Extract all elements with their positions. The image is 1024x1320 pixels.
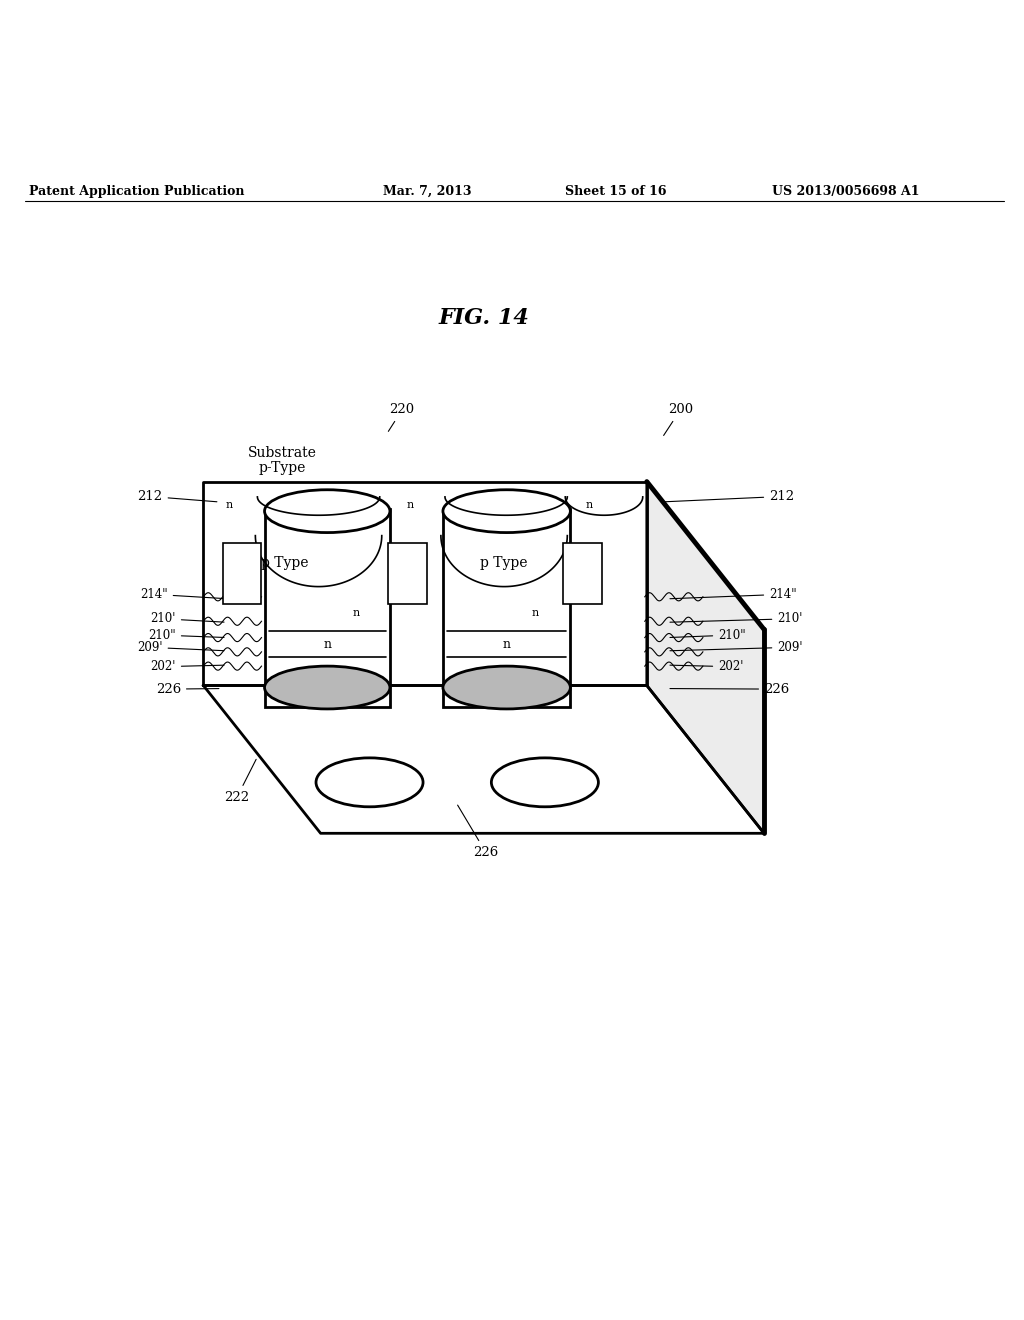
Text: US 2013/0056698 A1: US 2013/0056698 A1: [772, 185, 920, 198]
Text: n: n: [352, 609, 359, 618]
Bar: [563, 543, 602, 605]
Ellipse shape: [264, 667, 390, 709]
Text: FIG. 14: FIG. 14: [438, 308, 529, 330]
Text: 222: 222: [224, 759, 256, 804]
Bar: [443, 510, 570, 708]
Text: 210': 210': [670, 612, 803, 626]
Bar: [223, 543, 261, 605]
Polygon shape: [647, 482, 764, 833]
Text: n: n: [225, 500, 232, 510]
Polygon shape: [204, 685, 764, 833]
Text: Patent Application Publication: Patent Application Publication: [30, 185, 245, 198]
Text: 226: 226: [670, 682, 790, 696]
Text: 202': 202': [670, 660, 743, 673]
Text: 209': 209': [670, 640, 803, 653]
Text: Substrate: Substrate: [248, 446, 316, 461]
Text: p Type: p Type: [480, 556, 527, 570]
Text: Sheet 15 of 16: Sheet 15 of 16: [565, 185, 667, 198]
Ellipse shape: [316, 758, 423, 807]
Text: 210": 210": [670, 628, 745, 642]
Text: 200: 200: [664, 404, 693, 436]
Text: 210": 210": [148, 628, 224, 642]
Text: 214": 214": [140, 587, 226, 601]
Text: n: n: [407, 500, 414, 510]
Text: n: n: [324, 638, 331, 651]
Ellipse shape: [264, 490, 390, 532]
Text: 220: 220: [388, 404, 415, 432]
Text: n: n: [503, 638, 511, 651]
Polygon shape: [204, 482, 647, 685]
Text: 209': 209': [137, 640, 224, 653]
Text: Mar. 7, 2013: Mar. 7, 2013: [383, 185, 472, 198]
Text: n: n: [531, 609, 539, 618]
Text: 212: 212: [137, 490, 217, 503]
Ellipse shape: [443, 490, 570, 532]
Bar: [264, 510, 390, 708]
Text: 226: 226: [458, 805, 499, 859]
Text: 210': 210': [151, 612, 224, 626]
Text: 212: 212: [663, 490, 795, 503]
Text: 226: 226: [156, 682, 219, 696]
Text: n: n: [585, 500, 592, 510]
Ellipse shape: [443, 667, 570, 709]
Text: p Type: p Type: [261, 556, 308, 570]
Ellipse shape: [492, 758, 598, 807]
Text: 202': 202': [151, 660, 224, 673]
Text: p-Type: p-Type: [258, 462, 305, 475]
Bar: [388, 543, 427, 605]
Text: 214": 214": [670, 587, 797, 601]
